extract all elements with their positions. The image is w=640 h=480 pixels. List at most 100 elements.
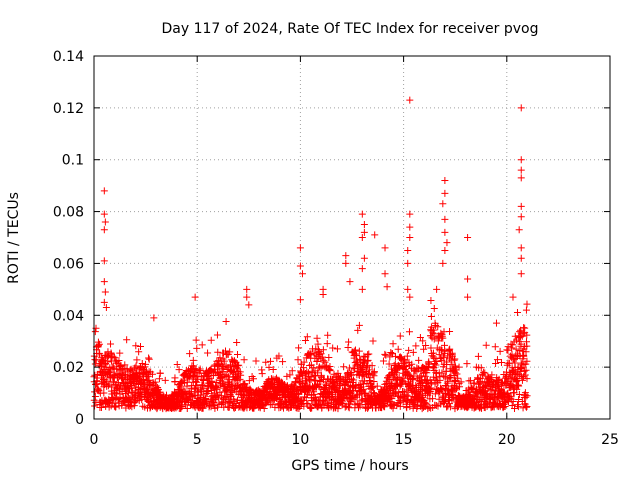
data-point-bg xyxy=(352,352,360,360)
x-tick-label: 15 xyxy=(395,432,413,448)
data-point-bg xyxy=(429,363,437,371)
data-point-bg xyxy=(152,382,160,390)
data-point-bg xyxy=(109,399,117,407)
y-tick-label: 0.02 xyxy=(53,360,84,376)
data-point-bg xyxy=(171,374,179,382)
data-point-bg xyxy=(432,361,440,369)
data-point-bg xyxy=(104,382,112,390)
data-point-bg xyxy=(387,349,395,357)
data-point-bg xyxy=(216,354,224,362)
data-point-bg xyxy=(423,369,431,377)
data-point-bg xyxy=(373,382,381,390)
data-point-bg xyxy=(265,363,273,371)
data-point-bg xyxy=(116,349,124,357)
data-points xyxy=(90,96,531,413)
data-point-bg xyxy=(437,385,445,393)
data-point-bg xyxy=(333,345,341,353)
data-point-bg xyxy=(381,350,389,358)
x-tick-label: 0 xyxy=(90,432,99,448)
data-point-bg xyxy=(220,357,228,365)
data-point-bg xyxy=(419,393,427,401)
data-point-bg xyxy=(173,361,181,369)
data-point-bg xyxy=(347,397,355,405)
data-point-bg xyxy=(231,357,239,365)
data-point-bg xyxy=(431,390,439,398)
data-point-bg xyxy=(193,344,201,352)
data-point-bg xyxy=(369,337,377,345)
data-point-bg xyxy=(106,366,114,374)
data-point-bg xyxy=(260,405,268,413)
data-point-bg xyxy=(156,388,164,396)
data-point-bg xyxy=(415,356,423,364)
data-point-bg xyxy=(405,346,413,354)
x-tick-label: 5 xyxy=(193,432,202,448)
data-point-bg xyxy=(156,369,164,377)
data-point-bg xyxy=(193,378,201,386)
data-point-bg xyxy=(199,404,207,412)
data-point-bg xyxy=(226,348,234,356)
data-point-bg xyxy=(112,403,120,411)
data-point-bg xyxy=(127,365,135,373)
data-point-bg xyxy=(325,354,333,362)
data-point-bg xyxy=(340,363,348,371)
data-point-bg xyxy=(304,387,312,395)
data-point-bg xyxy=(217,374,225,382)
data-point-bg xyxy=(379,357,387,365)
data-point-bg xyxy=(313,334,321,342)
data-point-bg xyxy=(135,348,143,356)
data-point-bg xyxy=(262,358,270,366)
data-point-bg xyxy=(438,369,446,377)
data-point-bg xyxy=(435,389,443,397)
y-tick-label: 0.06 xyxy=(53,256,84,272)
data-point-bg xyxy=(300,358,308,366)
data-point-bg xyxy=(301,337,309,345)
data-point-bg xyxy=(394,345,402,353)
data-point-bg xyxy=(356,355,364,363)
data-point-bg xyxy=(175,366,183,374)
data-point-bg xyxy=(360,358,368,366)
data-point-bg xyxy=(115,357,123,365)
data-point-bg xyxy=(190,385,198,393)
data-point-bg xyxy=(433,377,441,385)
data-point-bg xyxy=(218,392,226,400)
data-point-bg xyxy=(192,336,200,344)
data-point-bg xyxy=(100,389,108,397)
data-point-bg xyxy=(183,378,191,386)
data-point-bg xyxy=(306,362,314,370)
data-point-bg xyxy=(145,355,153,363)
y-tick-label: 0.04 xyxy=(53,308,84,324)
data-point-bg xyxy=(427,296,435,304)
data-point-bg xyxy=(95,340,103,348)
data-point-bg xyxy=(381,403,389,411)
data-point-bg xyxy=(326,366,334,374)
data-point-bg xyxy=(349,364,357,372)
data-point-bg xyxy=(196,365,204,373)
data-point-bg xyxy=(434,323,442,331)
data-point-bg xyxy=(213,331,221,339)
data-point-bg xyxy=(355,321,363,329)
data-point-bg xyxy=(233,339,241,347)
data-point-bg xyxy=(366,374,374,382)
data-point-bg xyxy=(186,350,194,358)
data-point-bg xyxy=(212,396,220,404)
data-point-bg xyxy=(347,370,355,378)
data-point-bg xyxy=(132,342,140,350)
y-tick-label: 0.14 xyxy=(53,49,84,65)
data-point-bg xyxy=(360,352,368,360)
data-point-bg xyxy=(245,377,253,385)
data-point-bg xyxy=(307,350,315,358)
data-point-bg xyxy=(91,328,99,336)
data-point-bg xyxy=(235,361,243,369)
data-point-bg xyxy=(199,375,207,383)
data-point-bg xyxy=(97,403,105,411)
data-point-bg xyxy=(412,342,420,350)
data-point-bg xyxy=(252,357,260,365)
data-point-bg xyxy=(350,376,358,384)
data-point-bg xyxy=(313,357,321,365)
x-tick-label: 10 xyxy=(291,432,309,448)
data-point-bg xyxy=(344,377,352,385)
data-point-bg xyxy=(426,388,434,396)
data-point-bg xyxy=(389,340,397,348)
data-point-bg xyxy=(266,357,274,365)
data-point-bg xyxy=(334,405,342,413)
